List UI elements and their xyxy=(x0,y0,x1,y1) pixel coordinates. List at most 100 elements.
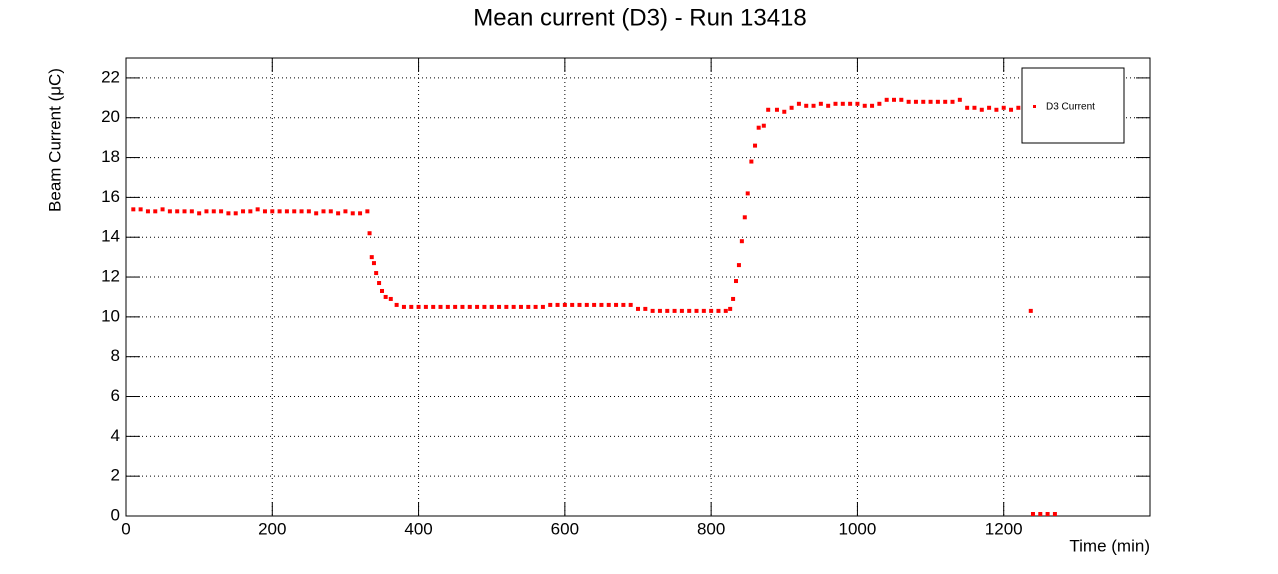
point xyxy=(153,209,158,214)
point xyxy=(445,304,450,309)
point xyxy=(204,209,209,214)
point xyxy=(709,308,714,313)
point xyxy=(1030,512,1035,517)
point xyxy=(277,209,282,214)
point xyxy=(350,211,355,216)
point xyxy=(628,302,633,307)
point xyxy=(877,101,882,106)
point xyxy=(374,271,379,276)
y-tick-label: 12 xyxy=(101,267,120,286)
y-axis-label: Beam Current (μC) xyxy=(45,68,64,212)
y-tick-label: 10 xyxy=(101,306,120,325)
point xyxy=(211,209,216,214)
point xyxy=(438,304,443,309)
point xyxy=(306,209,311,214)
point xyxy=(423,304,428,309)
point xyxy=(782,109,787,114)
point xyxy=(453,304,458,309)
point xyxy=(855,101,860,106)
point xyxy=(761,123,766,128)
point xyxy=(1038,512,1043,517)
point xyxy=(826,103,831,108)
point xyxy=(731,296,736,301)
point xyxy=(884,97,889,102)
plot-frame xyxy=(125,57,1151,517)
point xyxy=(233,211,238,216)
legend-label: D3 Current xyxy=(1046,102,1095,113)
point xyxy=(562,302,567,307)
point xyxy=(650,308,655,313)
point xyxy=(745,191,750,196)
point xyxy=(321,209,326,214)
point xyxy=(672,308,677,313)
point xyxy=(643,306,648,311)
point xyxy=(555,302,560,307)
point xyxy=(979,107,984,112)
point xyxy=(548,302,553,307)
point xyxy=(401,304,406,309)
point xyxy=(380,288,384,293)
y-tick-label: 14 xyxy=(101,227,120,246)
point xyxy=(328,209,333,214)
point xyxy=(796,101,801,106)
point xyxy=(314,211,319,216)
point xyxy=(540,304,545,309)
point xyxy=(994,107,999,112)
point xyxy=(284,209,289,214)
point xyxy=(482,304,487,309)
y-tick-label: 20 xyxy=(101,107,120,126)
point xyxy=(716,308,721,313)
point xyxy=(241,209,246,214)
point xyxy=(371,261,376,266)
point xyxy=(292,209,297,214)
point xyxy=(957,97,962,102)
point xyxy=(409,304,414,309)
x-tick-label: 800 xyxy=(697,519,725,538)
point xyxy=(226,211,231,216)
point xyxy=(723,308,728,313)
point xyxy=(734,279,739,284)
point xyxy=(416,304,421,309)
point xyxy=(489,304,494,309)
point xyxy=(1001,105,1006,110)
point xyxy=(358,211,363,216)
point xyxy=(1052,512,1057,517)
point xyxy=(749,159,754,164)
point xyxy=(497,304,502,309)
point xyxy=(1045,512,1050,517)
point xyxy=(739,239,744,244)
point xyxy=(804,103,809,108)
point xyxy=(899,97,904,102)
point xyxy=(460,304,465,309)
y-tick-label: 6 xyxy=(111,386,120,405)
point xyxy=(789,105,794,110)
y-tick-label: 2 xyxy=(111,466,120,485)
point xyxy=(756,125,761,130)
point xyxy=(943,99,948,104)
point xyxy=(511,304,516,309)
point xyxy=(870,103,875,108)
point xyxy=(694,308,699,313)
point xyxy=(840,101,845,106)
point xyxy=(377,281,382,286)
x-axis-label: Time (min) xyxy=(1069,536,1150,555)
point xyxy=(577,302,582,307)
point xyxy=(599,302,604,307)
point xyxy=(570,302,575,307)
legend-marker xyxy=(1033,105,1036,108)
point xyxy=(614,302,619,307)
x-tick-label: 1200 xyxy=(985,519,1023,538)
point xyxy=(270,209,275,214)
point xyxy=(383,294,388,299)
point xyxy=(833,101,838,106)
point xyxy=(533,304,538,309)
point xyxy=(219,209,224,214)
point xyxy=(1016,105,1021,110)
x-tick-label: 600 xyxy=(551,519,579,538)
point xyxy=(431,304,436,309)
point xyxy=(365,209,370,214)
point xyxy=(921,99,926,104)
point xyxy=(526,304,531,309)
point xyxy=(1009,107,1014,112)
